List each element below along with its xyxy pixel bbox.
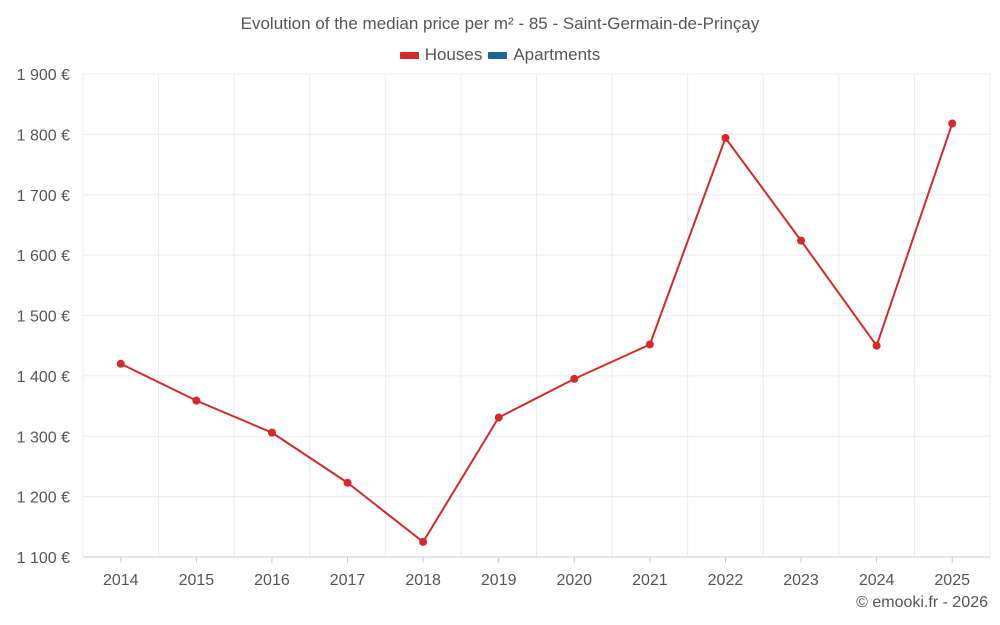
x-tick-label: 2014 bbox=[103, 572, 139, 589]
legend-label-houses: Houses bbox=[424, 45, 483, 64]
legend-swatch-apartments bbox=[488, 51, 508, 59]
data-point-houses bbox=[192, 396, 201, 405]
x-tick-label: 2019 bbox=[481, 572, 517, 589]
x-tick-label: 2023 bbox=[783, 572, 819, 589]
data-point-houses bbox=[872, 341, 881, 350]
data-point-houses bbox=[116, 359, 125, 368]
chart-legend: Houses Apartments bbox=[0, 45, 1000, 65]
series-line-houses bbox=[120, 123, 954, 543]
x-tick-label: 2024 bbox=[859, 572, 895, 589]
x-tick-label: 2020 bbox=[556, 572, 592, 589]
data-point-houses bbox=[419, 537, 428, 546]
y-tick-label: 1 300 € bbox=[17, 429, 70, 446]
y-tick-label: 1 400 € bbox=[17, 369, 70, 386]
y-tick-label: 1 800 € bbox=[17, 127, 70, 144]
data-point-houses bbox=[267, 428, 276, 437]
y-tick-label: 1 200 € bbox=[17, 490, 70, 507]
x-tick-label: 2021 bbox=[632, 572, 668, 589]
x-tick-label: 2025 bbox=[934, 572, 970, 589]
legend-item-houses[interactable]: Houses bbox=[399, 45, 483, 65]
data-point-houses bbox=[721, 133, 730, 142]
legend-label-apartments: Apartments bbox=[513, 45, 601, 64]
legend-swatch-houses bbox=[399, 51, 419, 59]
data-point-houses bbox=[343, 478, 352, 487]
x-tick-label: 2017 bbox=[330, 572, 366, 589]
y-tick-label: 1 500 € bbox=[17, 309, 70, 326]
data-point-houses bbox=[948, 119, 957, 128]
x-tick-label: 2016 bbox=[254, 572, 290, 589]
y-tick-label: 1 700 € bbox=[17, 188, 70, 205]
chart-title: Evolution of the median price per m² - 8… bbox=[240, 14, 760, 33]
data-point-houses bbox=[494, 413, 503, 422]
data-point-houses bbox=[570, 374, 579, 383]
x-tick-label: 2022 bbox=[708, 572, 744, 589]
legend-item-apartments[interactable]: Apartments bbox=[488, 45, 600, 65]
x-tick-label: 2018 bbox=[405, 572, 441, 589]
data-point-houses bbox=[645, 340, 654, 349]
credit-text: © emooki.fr - 2026 bbox=[856, 594, 988, 611]
x-tick-label: 2015 bbox=[179, 572, 215, 589]
y-tick-label: 1 600 € bbox=[17, 248, 70, 265]
data-point-houses bbox=[797, 236, 806, 245]
y-tick-label: 1 900 € bbox=[17, 67, 70, 84]
y-tick-label: 1 100 € bbox=[17, 550, 70, 567]
